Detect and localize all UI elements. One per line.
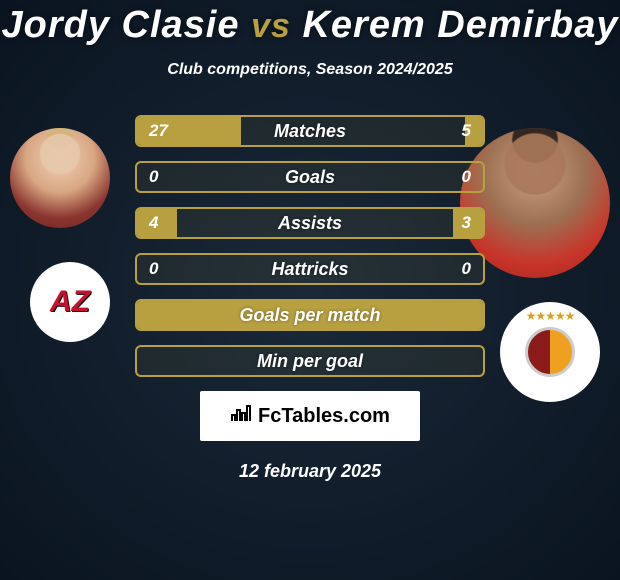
- stat-value-right: 5: [441, 121, 471, 141]
- title-vs: vs: [251, 7, 291, 45]
- comparison-card: Jordy Clasie vs Kerem Demirbay Club comp…: [0, 0, 620, 482]
- brand-box: FcTables.com: [200, 391, 420, 441]
- stat-row: Goals per match: [135, 299, 485, 331]
- brand-text: FcTables.com: [258, 405, 390, 428]
- stat-row: Min per goal: [135, 345, 485, 377]
- stat-value-right: 3: [441, 213, 471, 233]
- stat-label: Min per goal: [257, 351, 363, 372]
- stat-value-left: 4: [149, 213, 179, 233]
- stat-value-left: 0: [149, 259, 179, 279]
- stat-row: 0 Hattricks 0: [135, 253, 485, 285]
- stat-label: Hattricks: [271, 259, 348, 280]
- stat-label: Assists: [278, 213, 342, 234]
- stat-label: Goals per match: [239, 305, 380, 326]
- title-player1: Jordy Clasie: [2, 4, 240, 46]
- subtitle: Club competitions, Season 2024/2025: [0, 61, 620, 79]
- player2-club-badge: ★★★★★: [500, 302, 600, 402]
- stat-row: 4 Assists 3: [135, 207, 485, 239]
- stat-label: Goals: [285, 167, 335, 188]
- stat-label: Matches: [274, 121, 346, 142]
- stars-icon: ★★★★★: [525, 309, 575, 323]
- player1-photo: [10, 128, 110, 228]
- title-player2: Kerem Demirbay: [302, 4, 618, 46]
- stat-value-right: 0: [441, 259, 471, 279]
- stat-row: 27 Matches 5: [135, 115, 485, 147]
- stat-row: 0 Goals 0: [135, 161, 485, 193]
- player1-club-badge: AZ: [30, 262, 110, 342]
- page-title: Jordy Clasie vs Kerem Demirbay: [0, 4, 620, 47]
- chart-icon: [230, 403, 252, 429]
- galatasaray-logo-icon: [525, 327, 575, 377]
- stat-value-left: 0: [149, 167, 179, 187]
- stats-table: 27 Matches 5 0 Goals 0 4 Assists 3 0 Hattricks 0 Goa…: [135, 115, 485, 377]
- stat-value-right: 0: [441, 167, 471, 187]
- az-logo-icon: AZ: [50, 285, 90, 319]
- date-label: 12 february 2025: [0, 461, 620, 482]
- stat-value-left: 27: [149, 121, 179, 141]
